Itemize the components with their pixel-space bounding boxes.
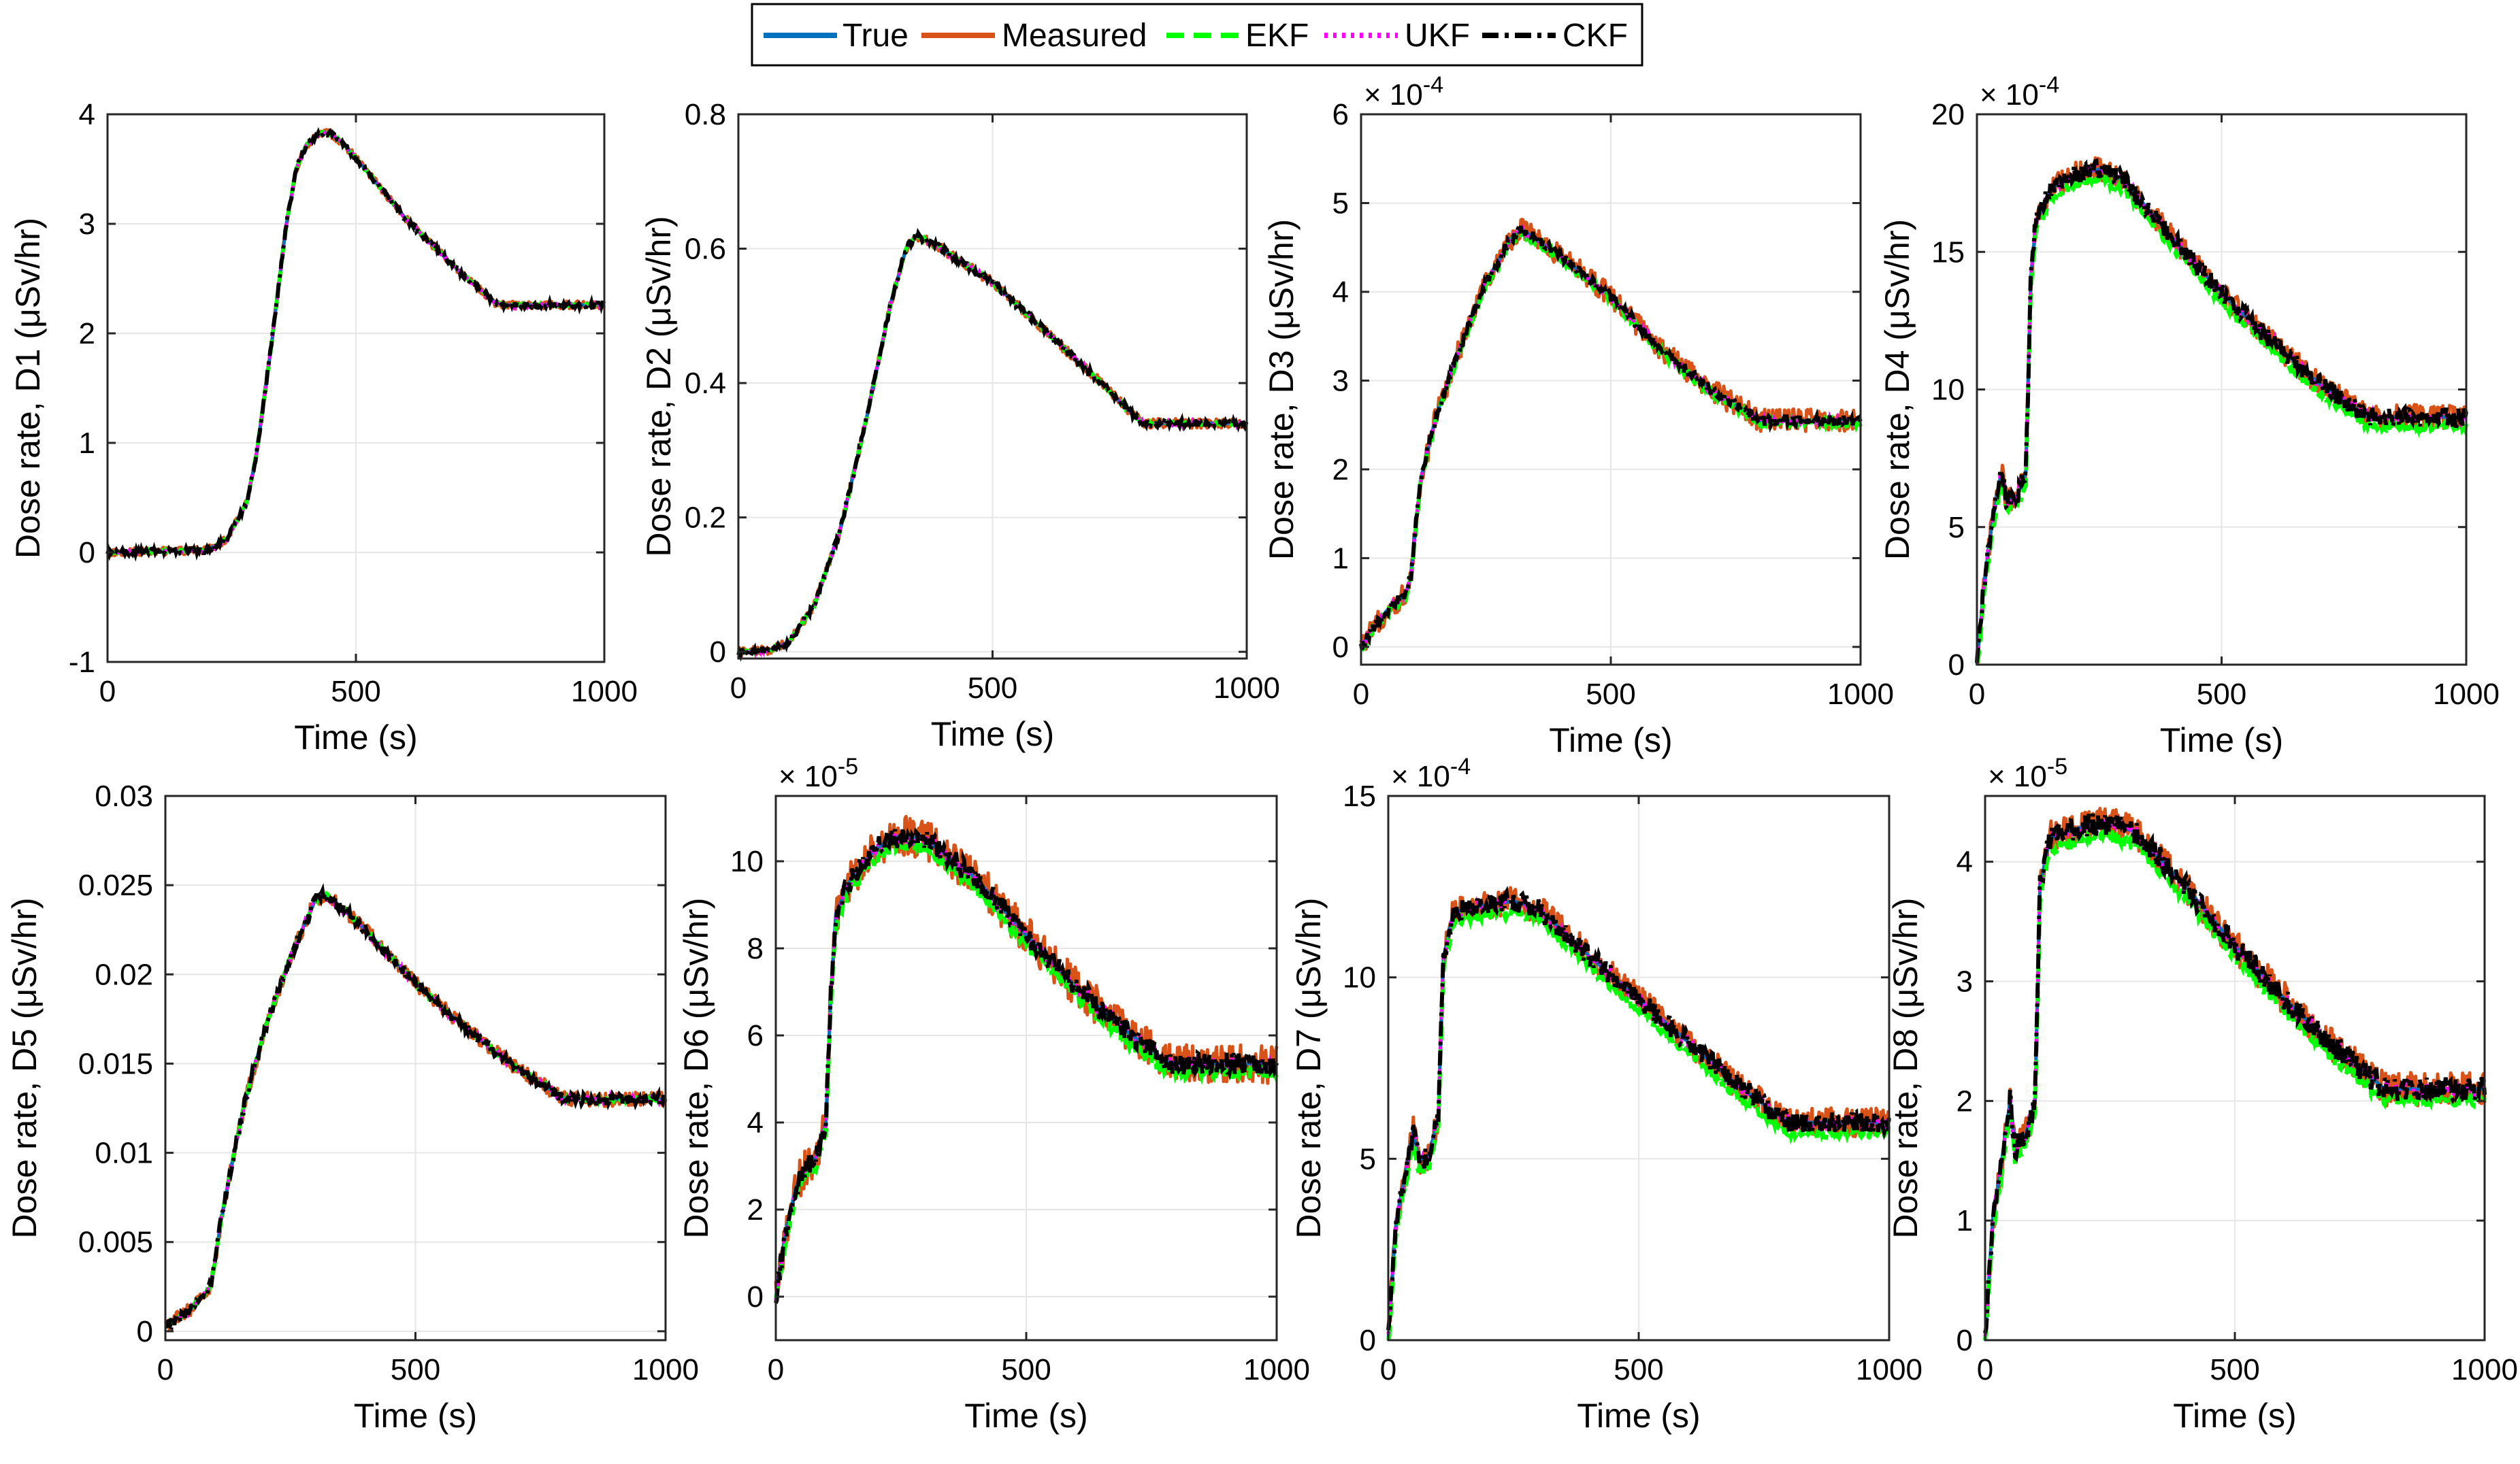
legend: True Measured EKF UKF CKF	[752, 4, 1642, 65]
y-tick-label: 4	[747, 1106, 764, 1139]
y-tick-label: 0.2	[685, 501, 726, 535]
y-tick-label: 15	[1931, 235, 1965, 269]
y-axis-label: Dose rate, D6 (μSv/hr)	[677, 897, 715, 1238]
x-tick-label: 1000	[1827, 678, 1894, 711]
y-tick-label: 2	[79, 317, 95, 350]
figure: True Measured EKF UKF CKF 0 500 1000-10123…	[0, 0, 2520, 1464]
y-tick-label: 5	[1332, 186, 1349, 220]
x-tick-label: 500	[1614, 1353, 1663, 1386]
y-tick-label: 0.8	[685, 98, 726, 131]
x-axis-label: Time (s)	[2173, 1397, 2296, 1435]
x-axis-label: Time (s)	[294, 718, 417, 756]
x-tick-label: 1000	[2433, 678, 2500, 711]
legend-label-true: True	[842, 18, 909, 54]
y-tick-label: 0.015	[78, 1047, 153, 1080]
y-axis-label: Dose rate, D5 (μSv/hr)	[5, 897, 44, 1238]
y-tick-label: 0	[1360, 1324, 1376, 1357]
y-tick-label: 0.02	[95, 958, 153, 991]
x-tick-label: 0	[730, 671, 747, 705]
x-axis-label: Time (s)	[354, 1397, 477, 1435]
y-axis-label: Dose rate, D4 (μSv/hr)	[1878, 219, 1916, 560]
x-tick-label: 0	[768, 1353, 784, 1386]
x-tick-label: 1000	[632, 1353, 699, 1386]
x-tick-label: 1000	[1243, 1353, 1310, 1386]
legend-label-ekf: EKF	[1245, 18, 1309, 54]
y-tick-label: 4	[1332, 276, 1349, 309]
y-tick-label: 8	[747, 932, 764, 965]
y-tick-label: 10	[1343, 961, 1376, 995]
y-tick-label: 2	[1332, 453, 1349, 486]
y-tick-label: 1	[1957, 1204, 1973, 1237]
x-tick-label: 0	[1380, 1353, 1396, 1386]
x-tick-label: 1000	[1856, 1353, 1922, 1386]
y-tick-label: 0	[1332, 631, 1349, 664]
y-tick-label: 0	[137, 1315, 153, 1348]
y-tick-label: 0	[1948, 648, 1965, 682]
x-tick-label: 500	[331, 675, 380, 708]
x-tick-label: 0	[1977, 1353, 1993, 1386]
y-tick-label: 4	[1957, 846, 1973, 879]
y-tick-label: 5	[1948, 511, 1965, 544]
x-tick-label: 0	[1969, 678, 1985, 711]
y-tick-label: 6	[747, 1019, 764, 1052]
y-tick-label: 0	[1957, 1324, 1973, 1357]
x-tick-label: 0	[1353, 678, 1369, 711]
x-tick-label: 500	[1001, 1353, 1051, 1386]
x-axis-label: Time (s)	[1549, 721, 1672, 759]
y-tick-label: 2	[747, 1193, 764, 1227]
x-axis-label: Time (s)	[2160, 721, 2283, 759]
x-tick-label: 500	[1586, 678, 1635, 711]
y-tick-label: 0.01	[95, 1137, 153, 1170]
y-tick-label: 20	[1931, 98, 1965, 131]
x-axis-label: Time (s)	[964, 1397, 1087, 1435]
y-tick-label: 5	[1360, 1142, 1376, 1176]
y-tick-label: 0.4	[685, 367, 726, 400]
y-tick-label: 10	[1931, 373, 1965, 407]
x-tick-label: 1000	[1213, 671, 1280, 705]
y-tick-label: 0	[79, 536, 95, 569]
y-tick-label: 0.005	[78, 1226, 153, 1259]
x-tick-label: 500	[391, 1353, 440, 1386]
y-tick-label: 6	[1332, 98, 1349, 131]
x-tick-label: 500	[2197, 678, 2246, 711]
legend-label-measured: Measured	[1002, 18, 1147, 54]
x-tick-label: 500	[968, 671, 1017, 705]
y-tick-label: 0	[747, 1280, 764, 1314]
y-tick-label: 0	[710, 635, 726, 669]
y-axis-label: Dose rate, D2 (μSv/hr)	[640, 216, 678, 556]
y-tick-label: 3	[1332, 364, 1349, 397]
x-tick-label: 0	[99, 675, 116, 708]
x-tick-label: 500	[2210, 1353, 2259, 1386]
y-tick-label: 3	[79, 207, 95, 241]
legend-label-ckf: CKF	[1562, 18, 1628, 54]
legend-label-ukf: UKF	[1405, 18, 1470, 54]
y-tick-label: 0.6	[685, 233, 726, 266]
y-axis-label: Dose rate, D1 (μSv/hr)	[9, 218, 47, 559]
y-tick-label: 0.03	[95, 780, 153, 813]
y-axis-label: Dose rate, D3 (μSv/hr)	[1262, 219, 1300, 560]
y-tick-label: 1	[1332, 542, 1349, 575]
y-tick-label: 1	[79, 427, 95, 460]
x-tick-label: 1000	[571, 675, 638, 708]
y-tick-label: -1	[69, 646, 95, 679]
y-tick-label: 3	[1957, 965, 1973, 999]
y-tick-label: 4	[79, 98, 95, 131]
x-tick-label: 0	[157, 1353, 174, 1386]
x-tick-label: 1000	[2451, 1353, 2518, 1386]
y-axis-label: Dose rate, D7 (μSv/hr)	[1290, 897, 1328, 1238]
y-tick-label: 2	[1957, 1084, 1973, 1118]
y-tick-label: 0.025	[78, 869, 153, 902]
x-axis-label: Time (s)	[1577, 1397, 1700, 1435]
x-axis-label: Time (s)	[931, 715, 1054, 753]
y-axis-label: Dose rate, D8 (μSv/hr)	[1886, 897, 1925, 1238]
y-tick-label: 10	[730, 845, 764, 878]
y-tick-label: 15	[1343, 780, 1376, 813]
